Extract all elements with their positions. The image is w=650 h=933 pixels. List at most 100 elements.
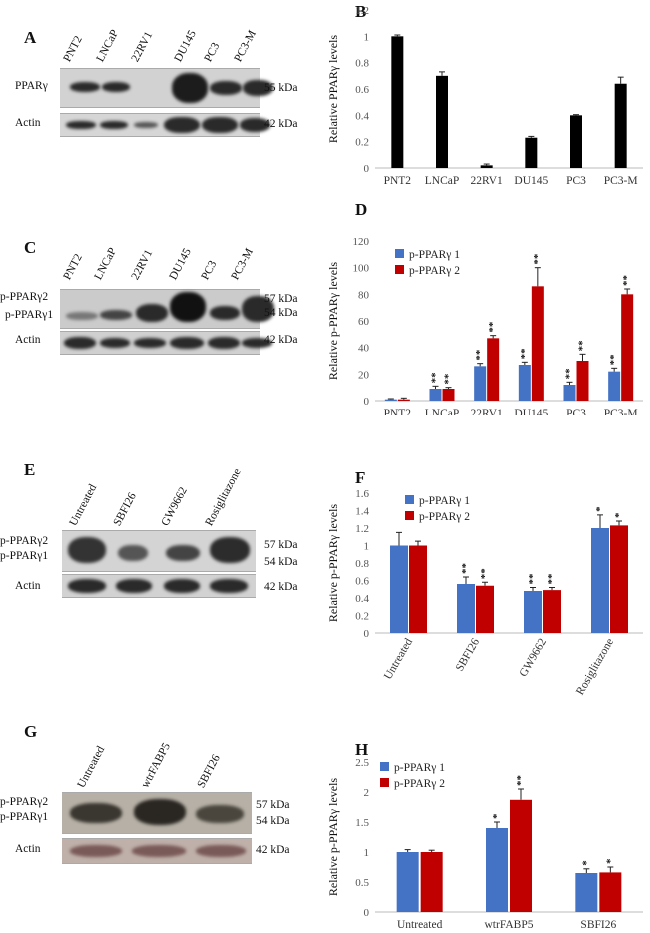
significance-marker: * (594, 506, 606, 512)
legend-label: p-PPARγ 2 (419, 511, 470, 523)
significance-marker: ** (487, 321, 499, 333)
significance-marker: ** (474, 349, 486, 361)
significance-marker: ** (479, 568, 491, 580)
significance-marker: ** (532, 253, 544, 264)
significance-marker: ** (527, 573, 539, 585)
blot-a-lane-label: PNT2 (61, 34, 85, 64)
legend-label: p-PPARγ 2 (394, 778, 445, 790)
blot-c-row-label-ppar2: p-PPARγ2 (0, 291, 49, 303)
x-tick-label: GW9662 (518, 636, 550, 679)
blot-a-strip-actin (60, 113, 270, 137)
blot-e-lane-label: SBFI26 (111, 490, 139, 528)
panel-label-c: C (24, 238, 37, 257)
blot-g-strip-actin (62, 838, 252, 864)
x-tick-label: PC3-M (604, 175, 638, 187)
significance-marker: ** (608, 354, 620, 366)
y-tick-label: 2.5 (355, 757, 369, 769)
bar (510, 799, 532, 912)
panel-label-h: H (355, 740, 369, 759)
x-tick-label: PNT2 (384, 175, 412, 187)
bar (543, 590, 561, 633)
x-tick-label: LNCaP (425, 408, 460, 415)
blot-a-lane-label: 22RV1 (129, 29, 156, 64)
bar (457, 584, 475, 633)
bar (476, 585, 494, 633)
bar (390, 545, 408, 633)
bar (563, 385, 576, 401)
x-tick-label: PC3 (566, 408, 586, 415)
blot-a-row-label-actin: Actin (15, 117, 41, 129)
y-axis-label: Relative p-PPARγ levels (326, 778, 340, 897)
significance-marker: ** (621, 275, 633, 287)
x-tick-label: SBFI26 (580, 919, 616, 931)
y-tick-label: 0.5 (355, 877, 369, 889)
bar (599, 872, 622, 912)
y-tick-label: 60 (358, 316, 370, 328)
blot-g-kda-ppar1: 54 kDa (256, 815, 290, 827)
bar (429, 389, 442, 401)
significance-marker: ** (564, 368, 576, 380)
legend-label: p-PPARγ 2 (409, 265, 460, 277)
legend-swatch (405, 511, 414, 520)
y-tick-label: 40 (358, 343, 370, 355)
bar (474, 366, 487, 401)
bar-chart-h: 0 0.5 1 1.5 2 2.5 Relative p-PPARγ levels Untre… (326, 757, 643, 931)
x-tick-label: DU145 (514, 408, 548, 415)
legend-label: p-PPARγ 1 (409, 249, 460, 261)
bar (614, 83, 627, 168)
legend-swatch (405, 495, 414, 504)
bar (391, 36, 404, 169)
blot-e-row-label-ppar1: p-PPARγ1 (0, 550, 49, 562)
blot-c-lane-label: PC3-M (229, 246, 256, 282)
panel-label-g: G (24, 722, 38, 741)
x-tick-label: 22RV1 (471, 408, 504, 415)
bar (531, 286, 544, 401)
bar (487, 338, 500, 401)
blot-c-kda-ppar2: 57 kDa (264, 293, 298, 305)
blot-a-lane-label: PC3-M (232, 28, 259, 65)
y-tick-label: 1 (364, 31, 370, 43)
blot-c-row-label-ppar1: p-PPARγ1 (5, 309, 54, 321)
significance-marker: ** (515, 775, 527, 787)
blot-g-kda-actin: 42 kDa (256, 844, 290, 856)
bar (570, 115, 582, 168)
blot-a-lane-label: LNCaP (94, 27, 122, 65)
blot-g-lane-label: Untreated (75, 744, 108, 790)
bar (610, 525, 628, 633)
bar (575, 873, 598, 912)
x-tick-label: DU145 (514, 175, 548, 187)
bar (409, 545, 427, 633)
y-tick-label: 1.2 (355, 5, 369, 17)
y-tick-label: 0 (364, 163, 370, 175)
x-tick-label: Untreated (382, 636, 415, 681)
y-tick-label: 1.4 (355, 506, 369, 518)
blot-g-row-label-actin: Actin (15, 843, 41, 855)
legend-swatch (395, 265, 404, 274)
blot-e-kda-ppar1: 54 kDa (264, 556, 298, 568)
y-tick-label: 0.4 (355, 110, 369, 122)
y-tick-label: 80 (358, 289, 370, 301)
blot-g-strip-ppar (62, 792, 252, 834)
y-tick-label: 0.2 (355, 611, 369, 623)
bar (397, 399, 410, 401)
panel-label-a: A (24, 28, 37, 47)
significance-marker: * (580, 860, 592, 866)
y-tick-label: 0.6 (355, 576, 369, 588)
x-tick-label: wtrFABP5 (485, 919, 534, 931)
y-tick-label: 100 (353, 263, 370, 275)
y-tick-label: 0 (364, 396, 370, 408)
y-axis-label: Relative p-PPARγ levels (326, 504, 340, 623)
x-tick-label: SBFI26 (454, 636, 482, 673)
blot-e-lane-label: GW9662 (159, 485, 190, 528)
blot-c-lane-label: DU145 (167, 246, 194, 282)
bar (486, 828, 508, 912)
blot-c-strip-ppar (60, 289, 274, 329)
blot-c-kda-actin: 42 kDa (264, 334, 298, 346)
bar-chart-f: 0 0.2 0.4 0.6 0.8 1 1.2 1.4 1.6 Relative p-PPARγ … (326, 488, 643, 697)
bar-chart-d: 0 20 40 60 80 100 120 Relative p-PPARγ levels PN… (326, 236, 643, 415)
blot-e-lane-label: Untreated (67, 482, 100, 528)
x-tick-label: PNT2 (384, 408, 412, 415)
x-tick-label: PC3-M (604, 408, 638, 415)
blot-e-strip-actin (62, 574, 256, 598)
panel-label-e: E (24, 460, 36, 479)
